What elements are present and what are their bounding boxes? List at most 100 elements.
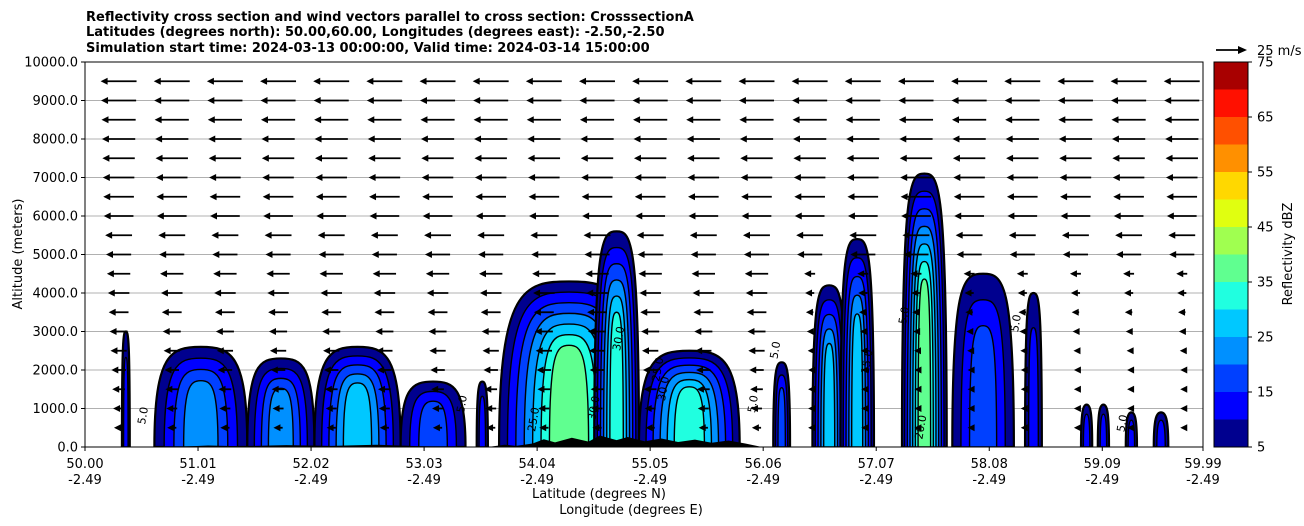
x-tick-label-lon: -2.49 (972, 473, 1006, 488)
wind-vector-head (900, 193, 908, 201)
wind-vector-head (967, 366, 975, 374)
cell-contour-band (1127, 419, 1136, 447)
wind-vector-head (846, 154, 854, 162)
wind-vector-head (366, 77, 374, 85)
colorbar: 5 15 25 35 45 55 65 75 (1213, 56, 1274, 456)
wind-vector-head (581, 174, 589, 181)
wind-vector-head (1005, 135, 1013, 143)
wind-key: 25 m/s (1216, 44, 1302, 59)
x-tick-label-lat: 52.02 (292, 457, 329, 472)
y-tick-label: 2000.0 (33, 364, 79, 379)
colorbar-band (1214, 309, 1248, 337)
wind-vector-head (1061, 231, 1069, 239)
wind-vector-head (1176, 270, 1184, 278)
wind-vector-head (324, 385, 332, 393)
wind-vector-head (1178, 328, 1186, 335)
wind-vector-head (109, 328, 117, 335)
wind-vector-head (747, 328, 755, 335)
wind-vector-head (967, 424, 975, 432)
wind-vector-head (914, 424, 922, 432)
convective-cell (399, 380, 467, 447)
wind-vector-head (374, 308, 382, 316)
wind-vector-head (738, 77, 746, 85)
wind-vector-head (861, 366, 869, 374)
wind-vector-head (1127, 385, 1135, 393)
wind-vector-head (526, 116, 534, 124)
wind-vector-head (369, 212, 377, 220)
colorbar-band (1214, 62, 1248, 90)
wind-vector-head (792, 97, 800, 104)
cell-contour-band (418, 400, 449, 447)
wind-vector-head (739, 135, 747, 143)
wind-vector-head (1111, 135, 1119, 143)
cell-contour-band (342, 382, 373, 447)
wind-vector-head (691, 270, 699, 278)
wind-vector-head (532, 270, 540, 278)
x-tick-label-lat: 58.08 (971, 457, 1008, 472)
wind-vector-head (1166, 212, 1174, 220)
reflectivity-cells (120, 172, 1170, 447)
convective-cell (772, 361, 792, 447)
wind-vector-head (527, 154, 535, 162)
convective-cell (1023, 291, 1043, 447)
wind-vector-head (528, 212, 536, 220)
wind-vector-head (897, 77, 905, 85)
cell-contour-band (478, 395, 487, 447)
wind-vector-head (213, 270, 221, 278)
wind-vector-head (805, 308, 813, 316)
wind-vector-head (952, 154, 960, 162)
wind-vector-head (914, 385, 922, 393)
x-tick-label-lon: -2.49 (1186, 473, 1220, 488)
y-tick-label: 7000.0 (33, 171, 79, 186)
wind-vector-head (1060, 212, 1068, 220)
wind-vector-head (860, 347, 868, 355)
wind-vector-head (697, 405, 705, 412)
wind-vector-head (1005, 116, 1013, 124)
wind-vector-head (1126, 347, 1134, 355)
terrain (174, 435, 763, 447)
wind-vector-head (479, 289, 487, 297)
colorbar-band (1214, 199, 1248, 227)
wind-vector-head (847, 212, 855, 220)
wind-vector-head (155, 154, 163, 162)
wind-vector-head (473, 97, 481, 104)
wind-vector-head (377, 385, 385, 393)
wind-vector-head (635, 212, 643, 220)
wind-vector-head (685, 77, 693, 85)
wind-vector-head (690, 251, 698, 258)
cell-contour-band (917, 278, 932, 447)
wind-vector-head (857, 270, 865, 278)
wind-vector-head (266, 270, 274, 278)
cell-contour-band (823, 342, 836, 447)
wind-vector-head (321, 308, 329, 316)
wind-vector-head (588, 347, 596, 355)
wind-vector-head (847, 174, 855, 181)
wind-vector-head (1058, 135, 1066, 143)
wind-vector-head (967, 347, 975, 355)
wind-vector-head (585, 270, 593, 278)
x-tick-label-lon: -2.49 (520, 473, 554, 488)
wind-vector-head (1111, 97, 1119, 104)
wind-vector-head (910, 270, 918, 278)
wind-vectors (100, 77, 1200, 432)
wind-vector-head (366, 97, 374, 104)
wind-vector-head (899, 154, 907, 162)
wind-vector-head (793, 174, 801, 181)
wind-vector-head (1164, 116, 1172, 124)
convective-cell (593, 230, 641, 447)
x-tick-label-lat: 53.03 (405, 457, 442, 472)
wind-vector-head (314, 116, 322, 124)
wind-vector-head (481, 328, 489, 335)
wind-vector-head (740, 154, 748, 162)
y-axis-label: Altitude (meters) (11, 199, 26, 310)
wind-vector-head (792, 135, 800, 143)
wind-vector-head (1073, 385, 1081, 393)
contour-label: 5.0 (454, 394, 470, 413)
wind-vector-head (1127, 405, 1135, 412)
x-tick-label-lat: 59.09 (1084, 457, 1121, 472)
cell-contour-band (609, 311, 624, 447)
wind-vector-head (166, 405, 174, 412)
wind-vector-head (903, 251, 911, 258)
wind-vector-head (154, 97, 162, 104)
wind-vector-head (325, 405, 333, 412)
